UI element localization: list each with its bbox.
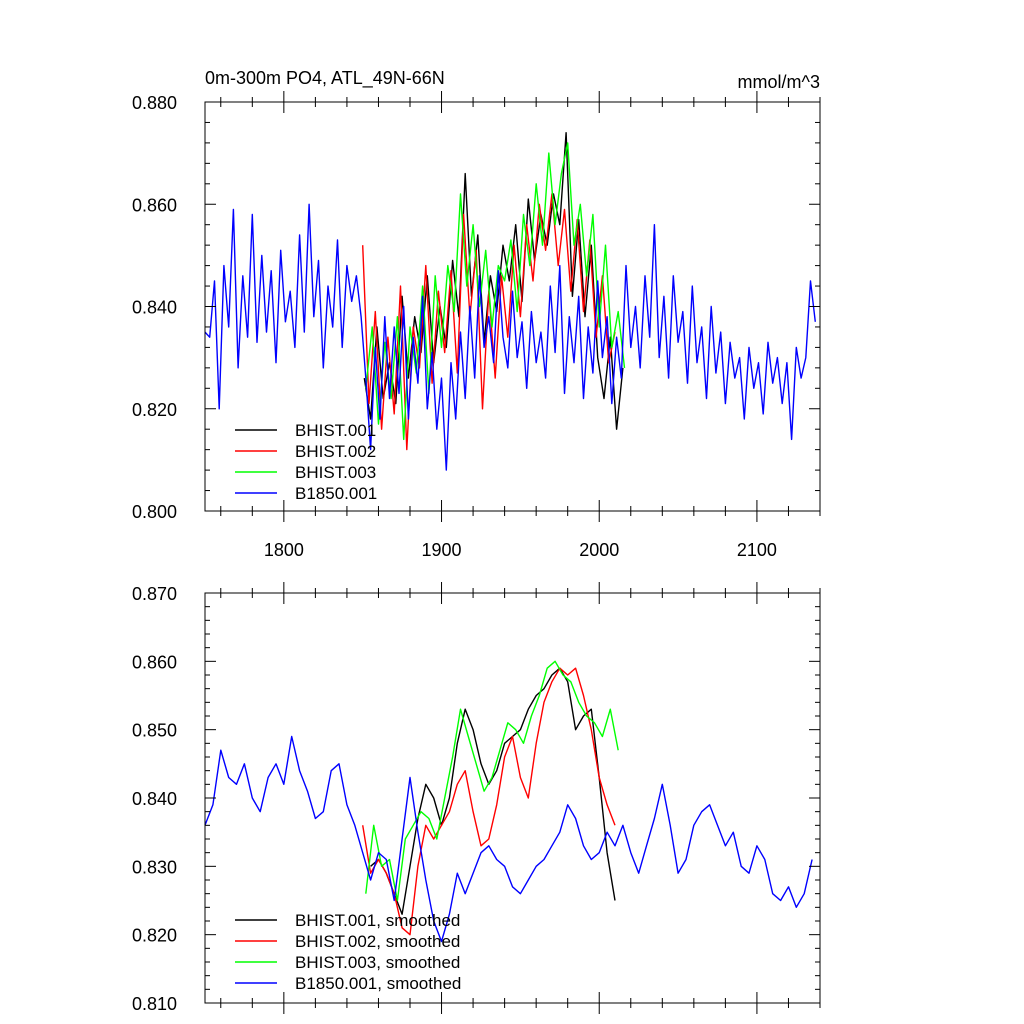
raw-y-tick-label: 0.840: [132, 298, 177, 318]
raw-y-tick-label: 0.820: [132, 400, 177, 420]
smoothed-legend-label: B1850.001, smoothed: [295, 974, 461, 993]
raw-x-tick-label: 1900: [422, 540, 462, 560]
raw-legend-label: BHIST.002: [295, 442, 376, 461]
raw-series-panel: 0.800 0.820 0.840 0.860 0.880 1800 1900 2000 210…: [132, 91, 821, 560]
smoothed-series-b1850-001-smoothed: [204, 735, 813, 943]
raw-series-lines: [204, 131, 816, 471]
smoothed-y-tick-label: 0.820: [132, 926, 177, 946]
raw-legend-label: BHIST.003: [295, 463, 376, 482]
smoothed-series-lines: [204, 660, 813, 943]
raw-y-tick-label: 0.880: [132, 93, 177, 113]
raw-y-tick-label: 0.860: [132, 195, 177, 215]
smoothed-legend-label: BHIST.002, smoothed: [295, 932, 460, 951]
smoothed-legend-label: BHIST.003, smoothed: [295, 953, 460, 972]
smoothed-legend-label: BHIST.001, smoothed: [295, 911, 460, 930]
raw-x-tick-label: 2000: [579, 540, 619, 560]
smoothed-y-tick-label: 0.830: [132, 857, 177, 877]
chart-title: 0m-300m PO4, ATL_49N-66N: [205, 68, 445, 89]
raw-x-tick-label: 1800: [264, 540, 304, 560]
raw-series-b1850-001: [204, 203, 816, 471]
raw-legend-label: BHIST.001: [295, 421, 376, 440]
smoothed-legend: BHIST.001, smoothed BHIST.002, smoothed BH…: [235, 911, 461, 993]
smoothed-series-panel: 0.810 0.820 0.830 0.840 0.850 0.860 0.870 BHIST…: [132, 582, 821, 1014]
units-label: mmol/m^3: [738, 72, 820, 92]
raw-series-bhist-003: [365, 142, 626, 441]
raw-legend: BHIST.001 BHIST.002 BHIST.003 B1850.001: [235, 421, 377, 503]
smoothed-series-bhist-003-smoothed: [365, 660, 619, 902]
smoothed-y-tick-label: 0.840: [132, 789, 177, 809]
smoothed-y-tick-label: 0.870: [132, 584, 177, 604]
smoothed-series-bhist-001-smoothed: [370, 667, 616, 915]
raw-legend-label: B1850.001: [295, 484, 377, 503]
smoothed-series-bhist-002-smoothed: [362, 667, 616, 936]
raw-axis-ticks: 0.800 0.820 0.840 0.860 0.880 1800 1900 2000 210…: [132, 91, 821, 560]
raw-x-tick-label: 2100: [737, 540, 777, 560]
smoothed-y-tick-label: 0.860: [132, 652, 177, 672]
raw-y-tick-label: 0.800: [132, 502, 177, 522]
smoothed-y-tick-label: 0.810: [132, 994, 177, 1014]
smoothed-axis-ticks: 0.810 0.820 0.830 0.840 0.850 0.860 0.870: [132, 582, 821, 1014]
smoothed-y-tick-label: 0.850: [132, 721, 177, 741]
